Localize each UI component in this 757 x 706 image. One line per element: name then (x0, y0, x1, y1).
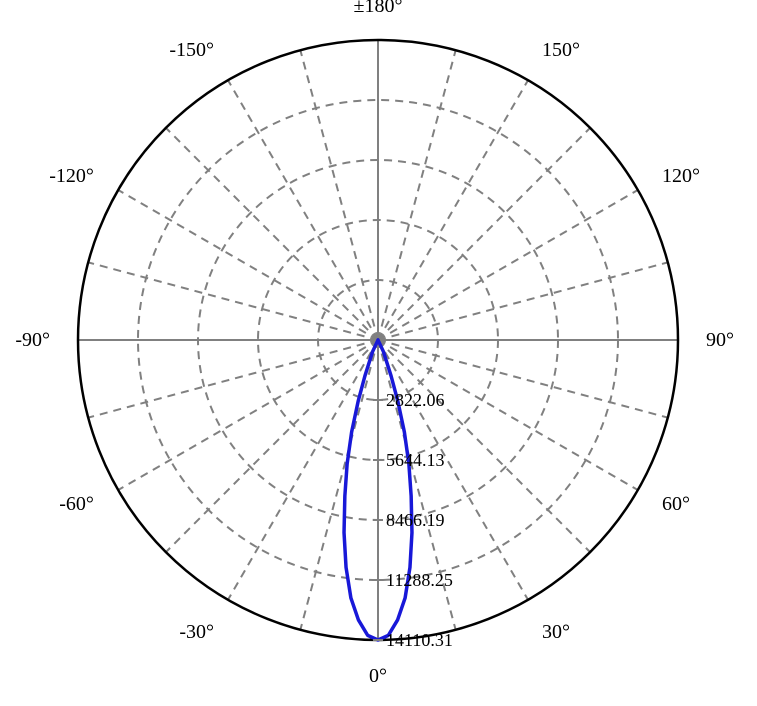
angle-label: -150° (169, 39, 214, 61)
radial-tick-label: 8466.19 (386, 510, 445, 530)
radial-tick-label: 2822.06 (386, 390, 445, 410)
radial-tick-label: 5644.13 (386, 450, 445, 470)
angle-label: -90° (15, 329, 50, 351)
angle-label: 0° (369, 665, 387, 687)
radial-tick-label: 11288.25 (386, 570, 453, 590)
angle-label: 150° (542, 39, 580, 61)
polar-chart: 2822.06 5644.13 8466.19 11288.25 14110.31 0° 3… (0, 0, 757, 706)
angle-label: -30° (179, 621, 214, 643)
angle-label: 120° (662, 165, 700, 187)
angle-label: 60° (662, 493, 690, 515)
radial-tick-label: 14110.31 (386, 630, 453, 650)
angle-label: 30° (542, 621, 570, 643)
angle-label: -60° (59, 493, 94, 515)
angle-label: ±180° (354, 0, 403, 17)
angle-label: -120° (49, 165, 94, 187)
angle-label: 90° (706, 329, 734, 351)
